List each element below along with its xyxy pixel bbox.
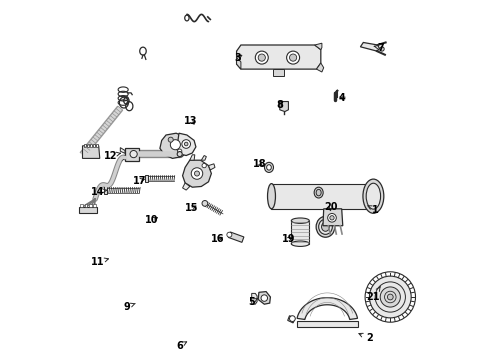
Polygon shape <box>287 316 294 323</box>
Polygon shape <box>279 102 288 112</box>
Polygon shape <box>360 42 379 51</box>
Polygon shape <box>322 209 342 226</box>
Polygon shape <box>291 221 309 244</box>
Ellipse shape <box>316 216 334 237</box>
Text: 19: 19 <box>281 234 295 244</box>
Text: 13: 13 <box>183 116 197 126</box>
Polygon shape <box>236 45 320 69</box>
Text: 8: 8 <box>276 100 283 110</box>
Circle shape <box>258 54 265 61</box>
Polygon shape <box>86 144 89 147</box>
Text: 11: 11 <box>91 257 108 267</box>
Polygon shape <box>89 144 92 147</box>
Polygon shape <box>228 232 244 242</box>
Polygon shape <box>120 148 125 153</box>
Ellipse shape <box>266 165 271 170</box>
Polygon shape <box>79 207 97 213</box>
Text: 10: 10 <box>144 215 158 225</box>
Ellipse shape <box>264 162 273 172</box>
Circle shape <box>380 287 400 307</box>
Circle shape <box>170 140 180 150</box>
Ellipse shape <box>291 241 309 247</box>
Polygon shape <box>316 63 323 72</box>
Polygon shape <box>314 43 321 50</box>
Polygon shape <box>80 204 83 207</box>
Polygon shape <box>93 204 96 207</box>
Circle shape <box>368 276 410 318</box>
Text: 15: 15 <box>184 203 198 213</box>
Polygon shape <box>177 133 196 156</box>
Polygon shape <box>258 292 270 304</box>
Polygon shape <box>82 146 100 158</box>
Text: 16: 16 <box>210 234 224 244</box>
Ellipse shape <box>366 183 380 209</box>
Circle shape <box>327 213 336 222</box>
Circle shape <box>184 142 187 146</box>
Circle shape <box>255 51 268 64</box>
Polygon shape <box>251 293 257 304</box>
Polygon shape <box>273 69 284 76</box>
Polygon shape <box>208 164 215 170</box>
Circle shape <box>202 163 206 168</box>
Polygon shape <box>84 204 87 207</box>
Polygon shape <box>297 298 357 319</box>
Circle shape <box>168 137 173 142</box>
Circle shape <box>329 216 333 220</box>
Circle shape <box>379 47 384 51</box>
Ellipse shape <box>318 219 332 234</box>
Text: 20: 20 <box>324 202 337 212</box>
Polygon shape <box>125 148 139 161</box>
Ellipse shape <box>313 187 323 198</box>
Text: 5: 5 <box>248 297 257 307</box>
Ellipse shape <box>362 179 383 213</box>
Circle shape <box>194 171 199 176</box>
Text: 6: 6 <box>176 341 186 351</box>
Ellipse shape <box>267 184 275 209</box>
Circle shape <box>177 152 182 157</box>
Text: 7: 7 <box>373 42 383 53</box>
Circle shape <box>289 316 295 321</box>
Circle shape <box>202 201 207 206</box>
Polygon shape <box>367 187 378 205</box>
Polygon shape <box>83 144 85 147</box>
Circle shape <box>286 51 299 64</box>
Circle shape <box>261 295 267 301</box>
Polygon shape <box>145 175 148 182</box>
Polygon shape <box>103 186 107 194</box>
Text: 9: 9 <box>123 302 135 312</box>
Circle shape <box>386 294 392 300</box>
Text: 3: 3 <box>234 53 241 63</box>
Polygon shape <box>120 156 125 161</box>
Ellipse shape <box>291 218 309 223</box>
Text: 4: 4 <box>338 93 345 103</box>
Text: 12: 12 <box>103 150 120 161</box>
Circle shape <box>226 232 231 237</box>
Circle shape <box>191 168 203 179</box>
Polygon shape <box>182 160 211 187</box>
Polygon shape <box>160 133 189 158</box>
Circle shape <box>289 54 296 61</box>
Circle shape <box>182 140 190 148</box>
Circle shape <box>130 150 137 158</box>
Polygon shape <box>88 204 91 207</box>
Polygon shape <box>96 144 98 147</box>
Polygon shape <box>201 156 206 160</box>
Polygon shape <box>271 184 369 209</box>
Polygon shape <box>236 58 241 69</box>
Ellipse shape <box>321 222 329 231</box>
Polygon shape <box>182 183 189 190</box>
Text: 21: 21 <box>366 287 380 302</box>
Text: 14: 14 <box>91 186 107 197</box>
Circle shape <box>177 149 182 153</box>
Text: 1: 1 <box>367 204 377 215</box>
Text: 18: 18 <box>252 159 266 169</box>
Polygon shape <box>296 321 357 327</box>
Text: 2: 2 <box>358 333 372 343</box>
Text: 17: 17 <box>132 176 146 186</box>
Ellipse shape <box>316 189 321 196</box>
Polygon shape <box>189 155 194 160</box>
Polygon shape <box>93 144 95 147</box>
